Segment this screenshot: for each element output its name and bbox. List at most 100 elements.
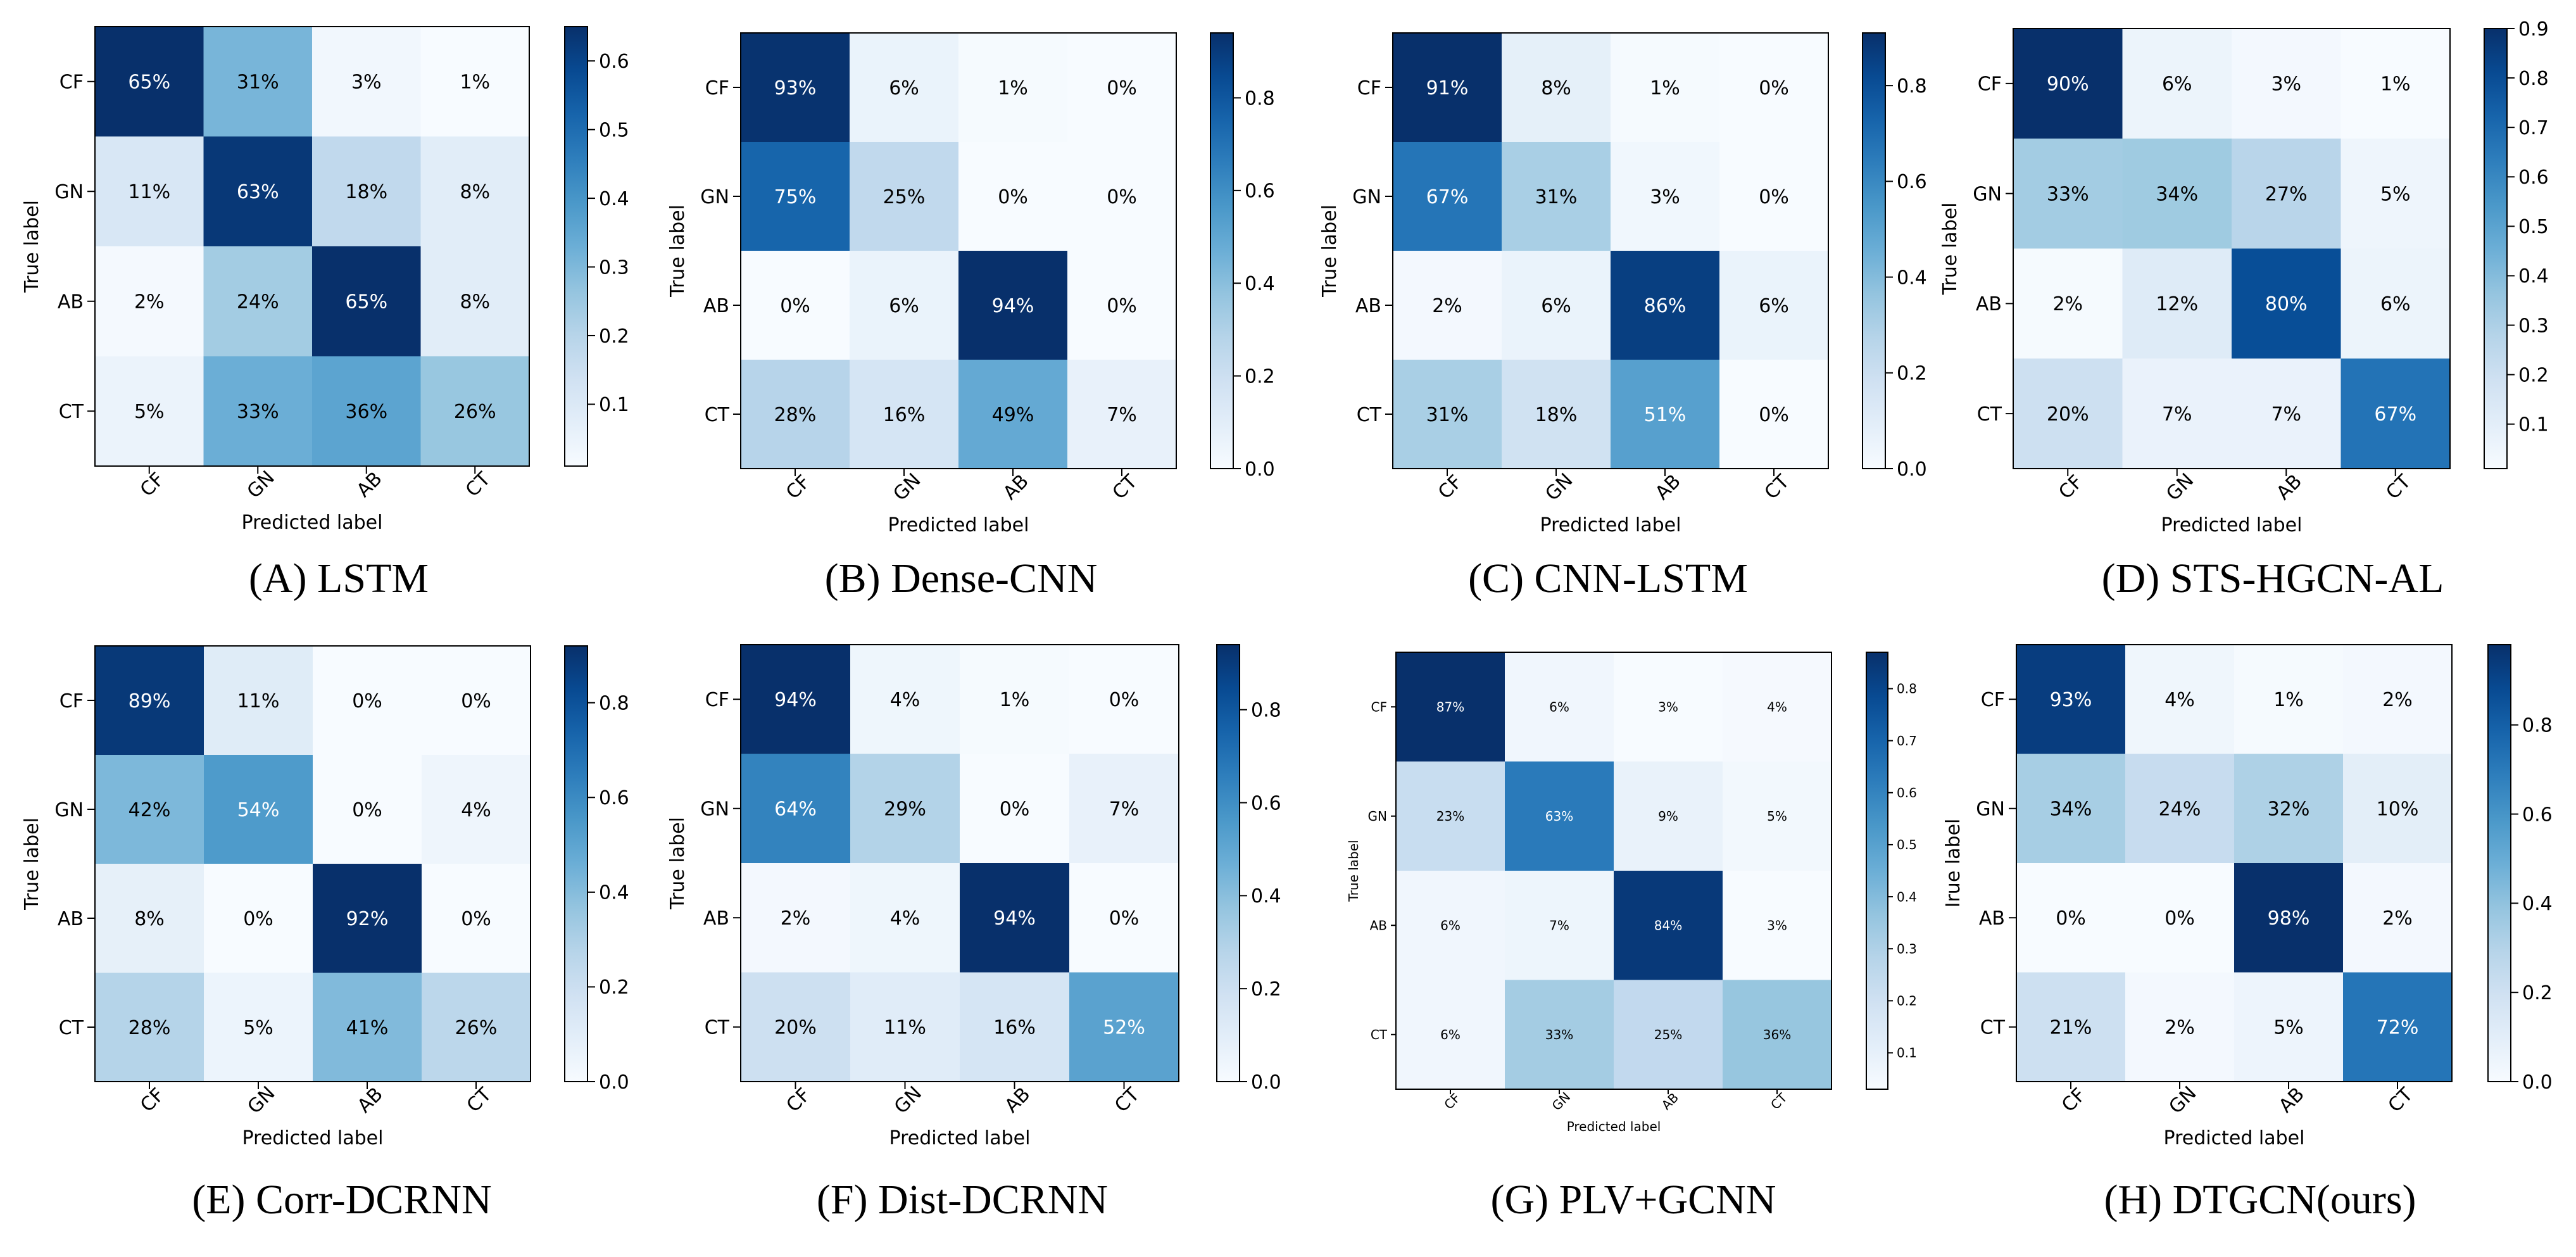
colorbar-tick-label: 0.5 (1897, 837, 1917, 852)
y-tick-label: GN (1368, 809, 1387, 824)
y-axis-title: True label (667, 817, 689, 910)
cell-label: 7% (2162, 403, 2192, 426)
cell-2-2 (312, 246, 421, 357)
y-tick-label: CF (60, 690, 84, 712)
cell-0-0 (741, 33, 850, 142)
cell-1-3 (2343, 754, 2453, 864)
y-tick-label: CF (1357, 77, 1381, 99)
cell-0-2 (958, 33, 1068, 142)
cell-1-2 (313, 755, 422, 864)
colorbar-tick-label: 0.6 (1245, 180, 1275, 203)
colorbar-tick-label: 0.4 (1897, 267, 1927, 289)
cell-label: 8% (460, 181, 490, 203)
cell-label: 1% (998, 77, 1028, 99)
x-axis-title: Predicted label (1540, 514, 1681, 536)
x-tick-label: CF (2058, 1084, 2090, 1117)
y-tick-label: CF (1981, 689, 2005, 711)
cell-label: 0% (461, 690, 491, 712)
cell-3-1 (1502, 360, 1611, 469)
cell-label: 6% (2162, 73, 2192, 96)
cell-label: 63% (237, 181, 279, 203)
cell-label: 33% (2047, 183, 2089, 205)
heatmap-frame (94, 645, 531, 1082)
cell-3-0 (95, 973, 204, 1082)
cell-3-3 (1067, 360, 1177, 469)
x-tick-label: CF (1434, 471, 1467, 504)
cell-1-3 (1069, 754, 1179, 864)
cell-label: 98% (2268, 907, 2310, 930)
x-tick-label: AB (353, 468, 387, 502)
y-tick-label: CF (1371, 699, 1387, 714)
cell-label: 5% (134, 401, 165, 423)
colorbar-tick-label: 0.4 (599, 188, 629, 210)
panel-caption: (F) Dist-DCRNN (817, 1177, 1108, 1223)
y-tick-label: GN (700, 799, 729, 821)
cell-label: 28% (774, 404, 817, 426)
cell-3-0 (2016, 972, 2126, 1082)
y-tick-label: AB (1976, 293, 2002, 315)
cell-label: 0% (998, 186, 1028, 208)
y-axis-title: Irue label (1942, 819, 1964, 908)
cell-label: 26% (455, 1017, 498, 1039)
cell-label: 52% (1103, 1017, 1145, 1039)
colorbar (564, 645, 588, 1082)
cell-0-3 (2343, 645, 2453, 754)
y-tick-label: GN (1352, 186, 1381, 208)
cell-2-3 (422, 864, 531, 973)
cell-label: 36% (345, 401, 387, 423)
y-tick-label: GN (1973, 183, 2002, 205)
cell-label: 0% (243, 908, 273, 930)
cell-label: 12% (2156, 293, 2198, 315)
cell-2-2 (313, 864, 422, 973)
y-axis-title: True label (1939, 203, 1961, 296)
confusion-matrix-b: 93% 6% 1% 0% 75% 25% 0% 0% 0% 6% 94% 0% 28% 16% 49% 7% C… (667, 32, 1275, 602)
cell-label: 24% (237, 291, 279, 313)
y-axis-title: True label (21, 200, 43, 293)
colorbar-tick-label: 0.8 (1251, 700, 1281, 722)
cell-label: 0% (1109, 907, 1140, 930)
x-tick-label: AB (2275, 1083, 2309, 1118)
cell-label: 9% (1658, 809, 1678, 824)
x-tick-label: CT (1110, 1083, 1144, 1117)
y-tick-label: CT (1977, 403, 2002, 426)
x-tick-label: CF (136, 469, 169, 502)
cell-0-1 (204, 646, 313, 755)
x-tick-label: GN (889, 469, 925, 505)
cell-0-2 (1611, 33, 1720, 142)
cell-2-2 (1614, 871, 1723, 980)
panel-caption: (C) CNN-LSTM (1468, 555, 1748, 602)
colorbar-tick-label: 0.9 (2518, 18, 2549, 41)
cell-2-1 (2122, 248, 2232, 359)
cell-label: 54% (237, 799, 280, 821)
colorbar-tick-label: 0.2 (1897, 363, 1927, 385)
cell-label: 34% (2050, 799, 2092, 821)
cell-2-0 (741, 251, 850, 360)
cell-label: 4% (461, 799, 491, 821)
cell-1-0 (1396, 761, 1505, 871)
y-tick-label: CT (1357, 404, 1382, 426)
cell-label: 18% (345, 181, 387, 203)
cell-label: 7% (1109, 799, 1140, 821)
cell-label: 94% (992, 295, 1034, 317)
colorbar-tick-label: 0.2 (1251, 978, 1281, 1001)
colorbar (1866, 652, 1888, 1090)
cell-2-0 (1393, 251, 1502, 360)
cell-label: 2% (2052, 293, 2083, 315)
cell-label: 0% (1759, 77, 1789, 99)
x-tick-label: CT (463, 1083, 496, 1117)
colorbar (1216, 644, 1240, 1082)
cell-label: 1% (1000, 689, 1030, 711)
panel-caption: (H) DTGCN(ours) (2104, 1177, 2416, 1223)
x-tick-label: CT (1761, 471, 1794, 504)
cell-1-1 (1502, 142, 1611, 251)
cell-1-0 (95, 136, 204, 247)
cell-label: 20% (774, 1017, 817, 1039)
cell-3-2 (1611, 360, 1720, 469)
x-tick-label: CF (1441, 1090, 1463, 1113)
cell-2-2 (960, 863, 1070, 973)
cell-label: 32% (2268, 799, 2310, 821)
colorbar-tick-label: 0.8 (1245, 87, 1275, 110)
cell-0-3 (1069, 645, 1179, 754)
cell-1-2 (2234, 754, 2344, 864)
